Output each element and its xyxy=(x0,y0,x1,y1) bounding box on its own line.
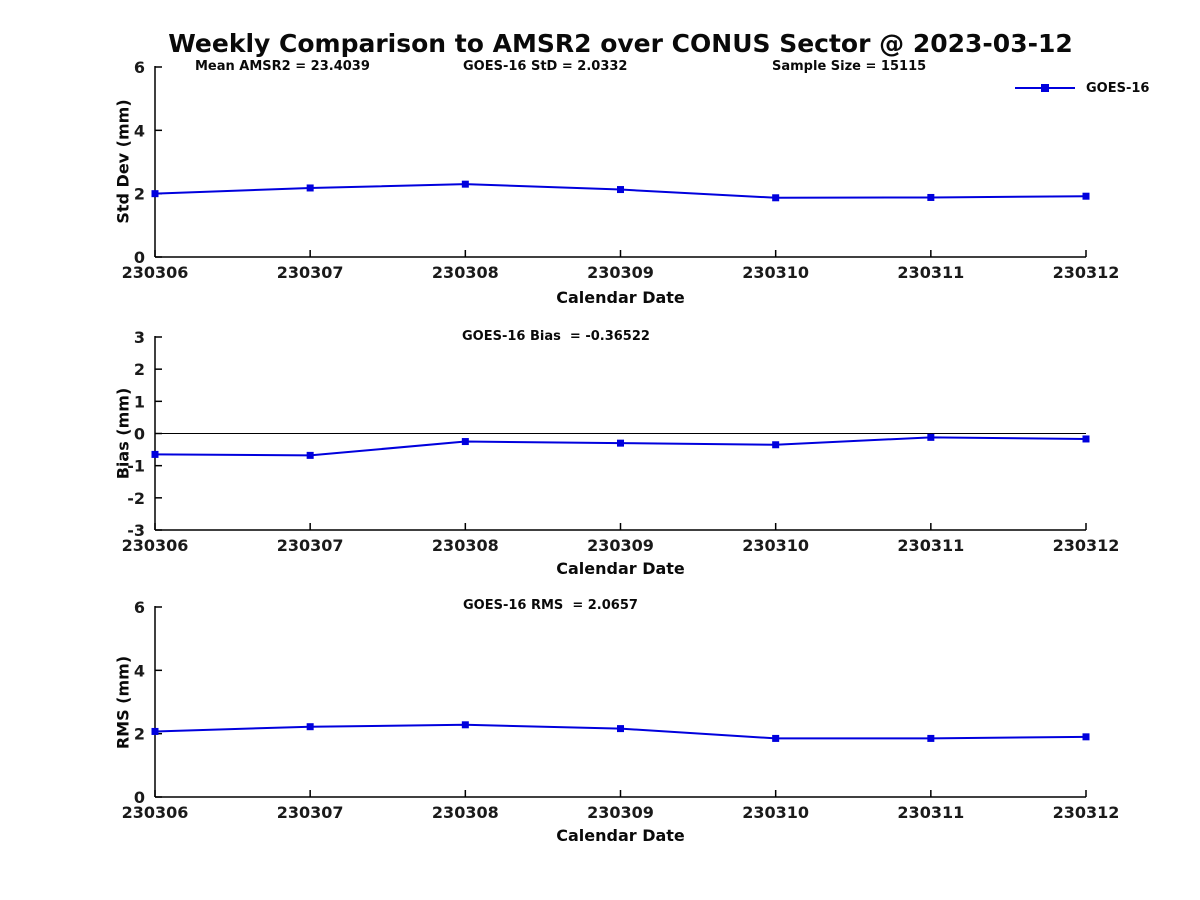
x-tick-label: 230310 xyxy=(742,536,809,555)
subplot-bias: -3 -2 -1 0 1 2 3 230306 230307 230308 230309 230310… xyxy=(122,328,1120,555)
x-tick-label: 230306 xyxy=(122,263,189,282)
x-tick-label: 230309 xyxy=(587,803,654,822)
data-marker xyxy=(461,438,469,446)
x-tick-label: 230312 xyxy=(1053,803,1120,822)
annotation-sample-size: Sample Size = 15115 xyxy=(772,59,927,74)
x-tick-label: 230310 xyxy=(742,803,809,822)
data-marker xyxy=(927,433,935,441)
annotation-goes16-rms: GOES-16 RMS = 2.0657 xyxy=(463,598,638,613)
data-marker xyxy=(461,721,469,729)
data-marker xyxy=(1082,733,1090,741)
x-tick-label: 230306 xyxy=(122,803,189,822)
data-marker xyxy=(617,725,624,733)
data-marker xyxy=(151,450,159,458)
y-tick-label: 2 xyxy=(134,185,145,204)
x-tick-label: 230309 xyxy=(587,536,654,555)
x-tick-label: 230308 xyxy=(432,536,499,555)
legend-line-icon xyxy=(1015,84,1075,92)
subplot-stddev: 0 2 4 6 230306 230307 230308 230309 230310 230311… xyxy=(122,58,1120,282)
stddev-x-axis-label: Calendar Date xyxy=(556,288,685,307)
data-marker xyxy=(306,184,314,192)
subplot-rms: 0 2 4 6 230306 230307 230308 230309 230310 230311… xyxy=(122,598,1120,822)
x-tick-label: 230309 xyxy=(587,263,654,282)
y-tick-label: 4 xyxy=(134,121,145,140)
legend-label: GOES-16 xyxy=(1086,80,1150,96)
rms-y-axis-label: RMS (mm) xyxy=(113,655,133,750)
annotation-mean-amsr2: Mean AMSR2 = 23.4039 xyxy=(195,59,370,74)
data-marker xyxy=(617,439,624,447)
x-tick-label: 230307 xyxy=(277,536,344,555)
y-tick-label: 6 xyxy=(134,598,145,617)
x-tick-label: 230312 xyxy=(1053,536,1120,555)
annotation-goes16-bias: GOES-16 Bias = -0.36522 xyxy=(462,329,650,344)
x-tick-label: 230311 xyxy=(897,803,964,822)
bias-x-axis-label: Calendar Date xyxy=(556,559,685,578)
y-tick-label: 0 xyxy=(134,788,145,807)
x-tick-label: 230311 xyxy=(897,536,964,555)
y-tick-label: 0 xyxy=(134,425,145,444)
data-marker xyxy=(151,190,159,198)
figure-title: Weekly Comparison to AMSR2 over CONUS Se… xyxy=(168,29,1073,58)
y-tick-label: -1 xyxy=(127,457,145,476)
y-tick-label: 2 xyxy=(134,360,145,379)
data-marker xyxy=(772,441,780,449)
x-tick-label: 230306 xyxy=(122,536,189,555)
x-tick-label: 230307 xyxy=(277,803,344,822)
y-tick-label: 6 xyxy=(134,58,145,77)
legend: GOES-16 xyxy=(1014,79,1149,97)
y-tick-label: -2 xyxy=(127,489,145,508)
x-tick-label: 230312 xyxy=(1053,263,1120,282)
x-tick-label: 230308 xyxy=(432,803,499,822)
rms-x-axis-label: Calendar Date xyxy=(556,826,685,845)
y-tick-label: 2 xyxy=(134,725,145,744)
data-marker xyxy=(927,193,935,201)
data-marker xyxy=(1082,192,1090,200)
y-tick-label: 1 xyxy=(134,392,145,411)
y-tick-label: 3 xyxy=(134,328,145,347)
x-tick-label: 230308 xyxy=(432,263,499,282)
data-marker xyxy=(1082,435,1090,443)
x-tick-label: 230307 xyxy=(277,263,344,282)
data-marker xyxy=(306,451,314,459)
data-marker xyxy=(772,734,780,742)
data-marker xyxy=(927,734,935,742)
y-tick-label: 0 xyxy=(134,248,145,267)
x-tick-label: 230310 xyxy=(742,263,809,282)
annotation-goes16-std: GOES-16 StD = 2.0332 xyxy=(463,59,628,74)
data-marker xyxy=(461,180,469,188)
y-tick-label: 4 xyxy=(134,661,145,680)
data-marker xyxy=(772,194,780,202)
data-marker xyxy=(151,727,159,735)
data-marker xyxy=(617,186,624,194)
x-tick-label: 230311 xyxy=(897,263,964,282)
data-marker xyxy=(306,723,314,731)
y-tick-label: -3 xyxy=(127,521,145,540)
